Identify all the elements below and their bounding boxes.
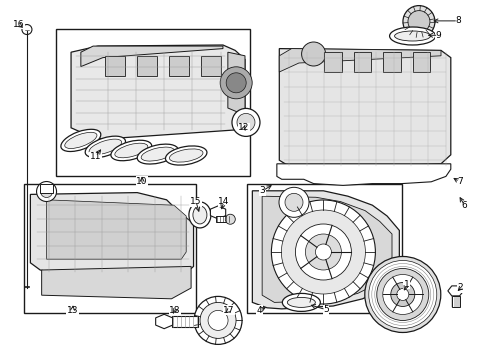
Ellipse shape [193, 206, 207, 224]
Ellipse shape [390, 27, 436, 45]
Polygon shape [277, 164, 451, 185]
Circle shape [369, 261, 437, 328]
Ellipse shape [170, 149, 203, 162]
Text: 6: 6 [462, 201, 467, 210]
Circle shape [408, 10, 430, 33]
Circle shape [232, 108, 260, 136]
Bar [452, 296, 460, 307]
Bar [216, 216, 230, 222]
Text: 10: 10 [136, 177, 148, 186]
Circle shape [225, 214, 235, 224]
Polygon shape [448, 286, 464, 296]
Text: 14: 14 [218, 197, 230, 206]
Polygon shape [71, 45, 245, 139]
Polygon shape [30, 193, 194, 274]
Circle shape [279, 187, 309, 217]
Text: 7: 7 [457, 177, 463, 186]
Ellipse shape [85, 136, 125, 158]
Polygon shape [42, 266, 191, 299]
Circle shape [194, 296, 242, 345]
Bar [24, 184, 196, 313]
Ellipse shape [89, 139, 122, 155]
Circle shape [208, 310, 228, 330]
Circle shape [226, 73, 246, 93]
Polygon shape [228, 52, 245, 115]
Circle shape [391, 283, 415, 306]
Circle shape [41, 185, 52, 198]
Polygon shape [383, 52, 401, 72]
Text: 5: 5 [323, 305, 329, 314]
Bar [247, 184, 402, 313]
Circle shape [397, 288, 409, 301]
Ellipse shape [189, 202, 211, 228]
Circle shape [365, 256, 441, 333]
Circle shape [305, 234, 342, 270]
Text: 1: 1 [404, 280, 410, 289]
Polygon shape [201, 56, 220, 76]
Text: 13: 13 [67, 306, 78, 315]
Polygon shape [279, 49, 441, 72]
Bar [56, 29, 250, 176]
Text: 4: 4 [257, 306, 263, 315]
Circle shape [237, 113, 255, 131]
Polygon shape [105, 56, 125, 76]
Ellipse shape [115, 143, 148, 158]
Ellipse shape [287, 297, 316, 307]
Polygon shape [279, 49, 451, 169]
Text: 11: 11 [90, 152, 101, 161]
Ellipse shape [141, 147, 174, 161]
Circle shape [295, 224, 351, 280]
Ellipse shape [111, 140, 152, 161]
Circle shape [403, 6, 435, 37]
Circle shape [285, 193, 303, 211]
Circle shape [281, 210, 366, 294]
Circle shape [383, 274, 423, 315]
Text: 3: 3 [260, 186, 266, 195]
Circle shape [22, 24, 32, 35]
Text: 15: 15 [190, 197, 202, 206]
Bar [40, 184, 53, 193]
Polygon shape [252, 191, 399, 309]
Polygon shape [324, 52, 342, 72]
Polygon shape [413, 52, 430, 72]
Circle shape [316, 244, 331, 260]
Circle shape [302, 42, 325, 66]
Text: 9: 9 [436, 31, 441, 40]
Circle shape [37, 181, 56, 202]
Circle shape [220, 67, 252, 99]
Polygon shape [262, 196, 392, 302]
Polygon shape [81, 46, 223, 67]
Text: 8: 8 [455, 16, 461, 25]
Polygon shape [169, 56, 189, 76]
Polygon shape [210, 206, 226, 219]
Ellipse shape [137, 144, 178, 164]
Polygon shape [354, 52, 371, 72]
Text: 16: 16 [13, 20, 24, 29]
Circle shape [377, 269, 429, 320]
Ellipse shape [282, 293, 320, 311]
Text: 12: 12 [238, 123, 250, 132]
Text: 2: 2 [458, 284, 464, 292]
Text: 18: 18 [169, 306, 181, 315]
Polygon shape [156, 314, 172, 329]
Bar [172, 316, 198, 327]
Text: 17: 17 [223, 306, 235, 315]
Circle shape [200, 302, 236, 338]
Polygon shape [47, 200, 186, 259]
Polygon shape [137, 56, 157, 76]
Circle shape [271, 200, 375, 304]
Ellipse shape [394, 31, 431, 41]
Ellipse shape [166, 146, 207, 165]
Ellipse shape [61, 129, 101, 152]
Ellipse shape [65, 132, 97, 148]
